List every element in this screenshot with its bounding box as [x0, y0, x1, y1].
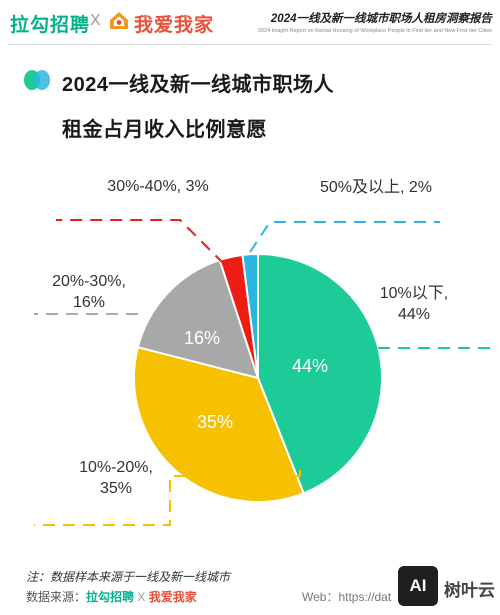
header-divider: [8, 44, 492, 45]
slice-value-label-2: 16%: [184, 328, 220, 348]
brand-separator: X: [90, 12, 101, 29]
callout-leader-3: [56, 219, 225, 265]
report-subtitle: 2024 Insight Report on Rental Housing of…: [257, 28, 492, 34]
chart-title-line2: 租金占月收入比例意愿: [62, 119, 267, 141]
callout-leader-1: [34, 470, 301, 526]
slice-value-label-0: 44%: [292, 356, 328, 376]
rent-ratio-pie-chart: 44% 35% 16% 10%以下, 44% 10%-20%, 35% 20%-30%, 16%…: [34, 178, 496, 526]
source-separator: X: [137, 590, 146, 604]
callout-label-2-line-0: 20%-30%,: [52, 273, 126, 290]
sample-note: 注：数据样本来源于一线及新一线城市: [26, 570, 231, 584]
slice-value-label-1: 35%: [197, 412, 233, 432]
callout-label-1-line-0: 10%-20%,: [79, 459, 153, 476]
callout-leader-4: [249, 221, 440, 253]
source-label: 数据来源：: [26, 590, 87, 604]
report-header: 拉勾招聘 X 我爱我家 2024一线及新一线城市职场人租房洞察报告 2024 I…: [0, 0, 500, 50]
callout-label-4-line-0: 50%及以上, 2%: [320, 178, 432, 196]
pie-slice-4: [241, 252, 259, 379]
callout-label-2-line-1: 16%: [73, 294, 105, 311]
wawj-logo: 我爱我家: [134, 15, 215, 36]
watermark-logo-icon: AI: [398, 566, 438, 606]
callout-label-1-line-1: 35%: [100, 480, 132, 497]
data-source: 数据来源：拉勾招聘 X 我爱我家: [26, 588, 197, 605]
chart-title-line1: 2024一线及新一线城市职场人: [62, 74, 334, 96]
pie-slice-0: [257, 252, 383, 495]
pie-slice-2: [136, 258, 260, 380]
watermark-text: 树叶云: [444, 581, 495, 600]
callout-label-3-line-0: 30%-40%, 3%: [107, 178, 208, 195]
title-decoration-icon: [24, 70, 50, 90]
callout-label-0-line-1: 44%: [398, 306, 430, 323]
report-title: 2024一线及新一线城市职场人租房洞察报告: [270, 13, 492, 25]
house-icon: [110, 12, 128, 29]
web-url: Web：https://dat: [302, 590, 392, 604]
lagou-logo: 拉勾招聘: [10, 15, 91, 36]
source-wawj: 我爱我家: [148, 590, 197, 604]
pie-slice-1: [133, 345, 305, 503]
source-lagou: 拉勾招聘: [86, 590, 135, 604]
callout-label-0-line-0: 10%以下,: [380, 285, 448, 302]
